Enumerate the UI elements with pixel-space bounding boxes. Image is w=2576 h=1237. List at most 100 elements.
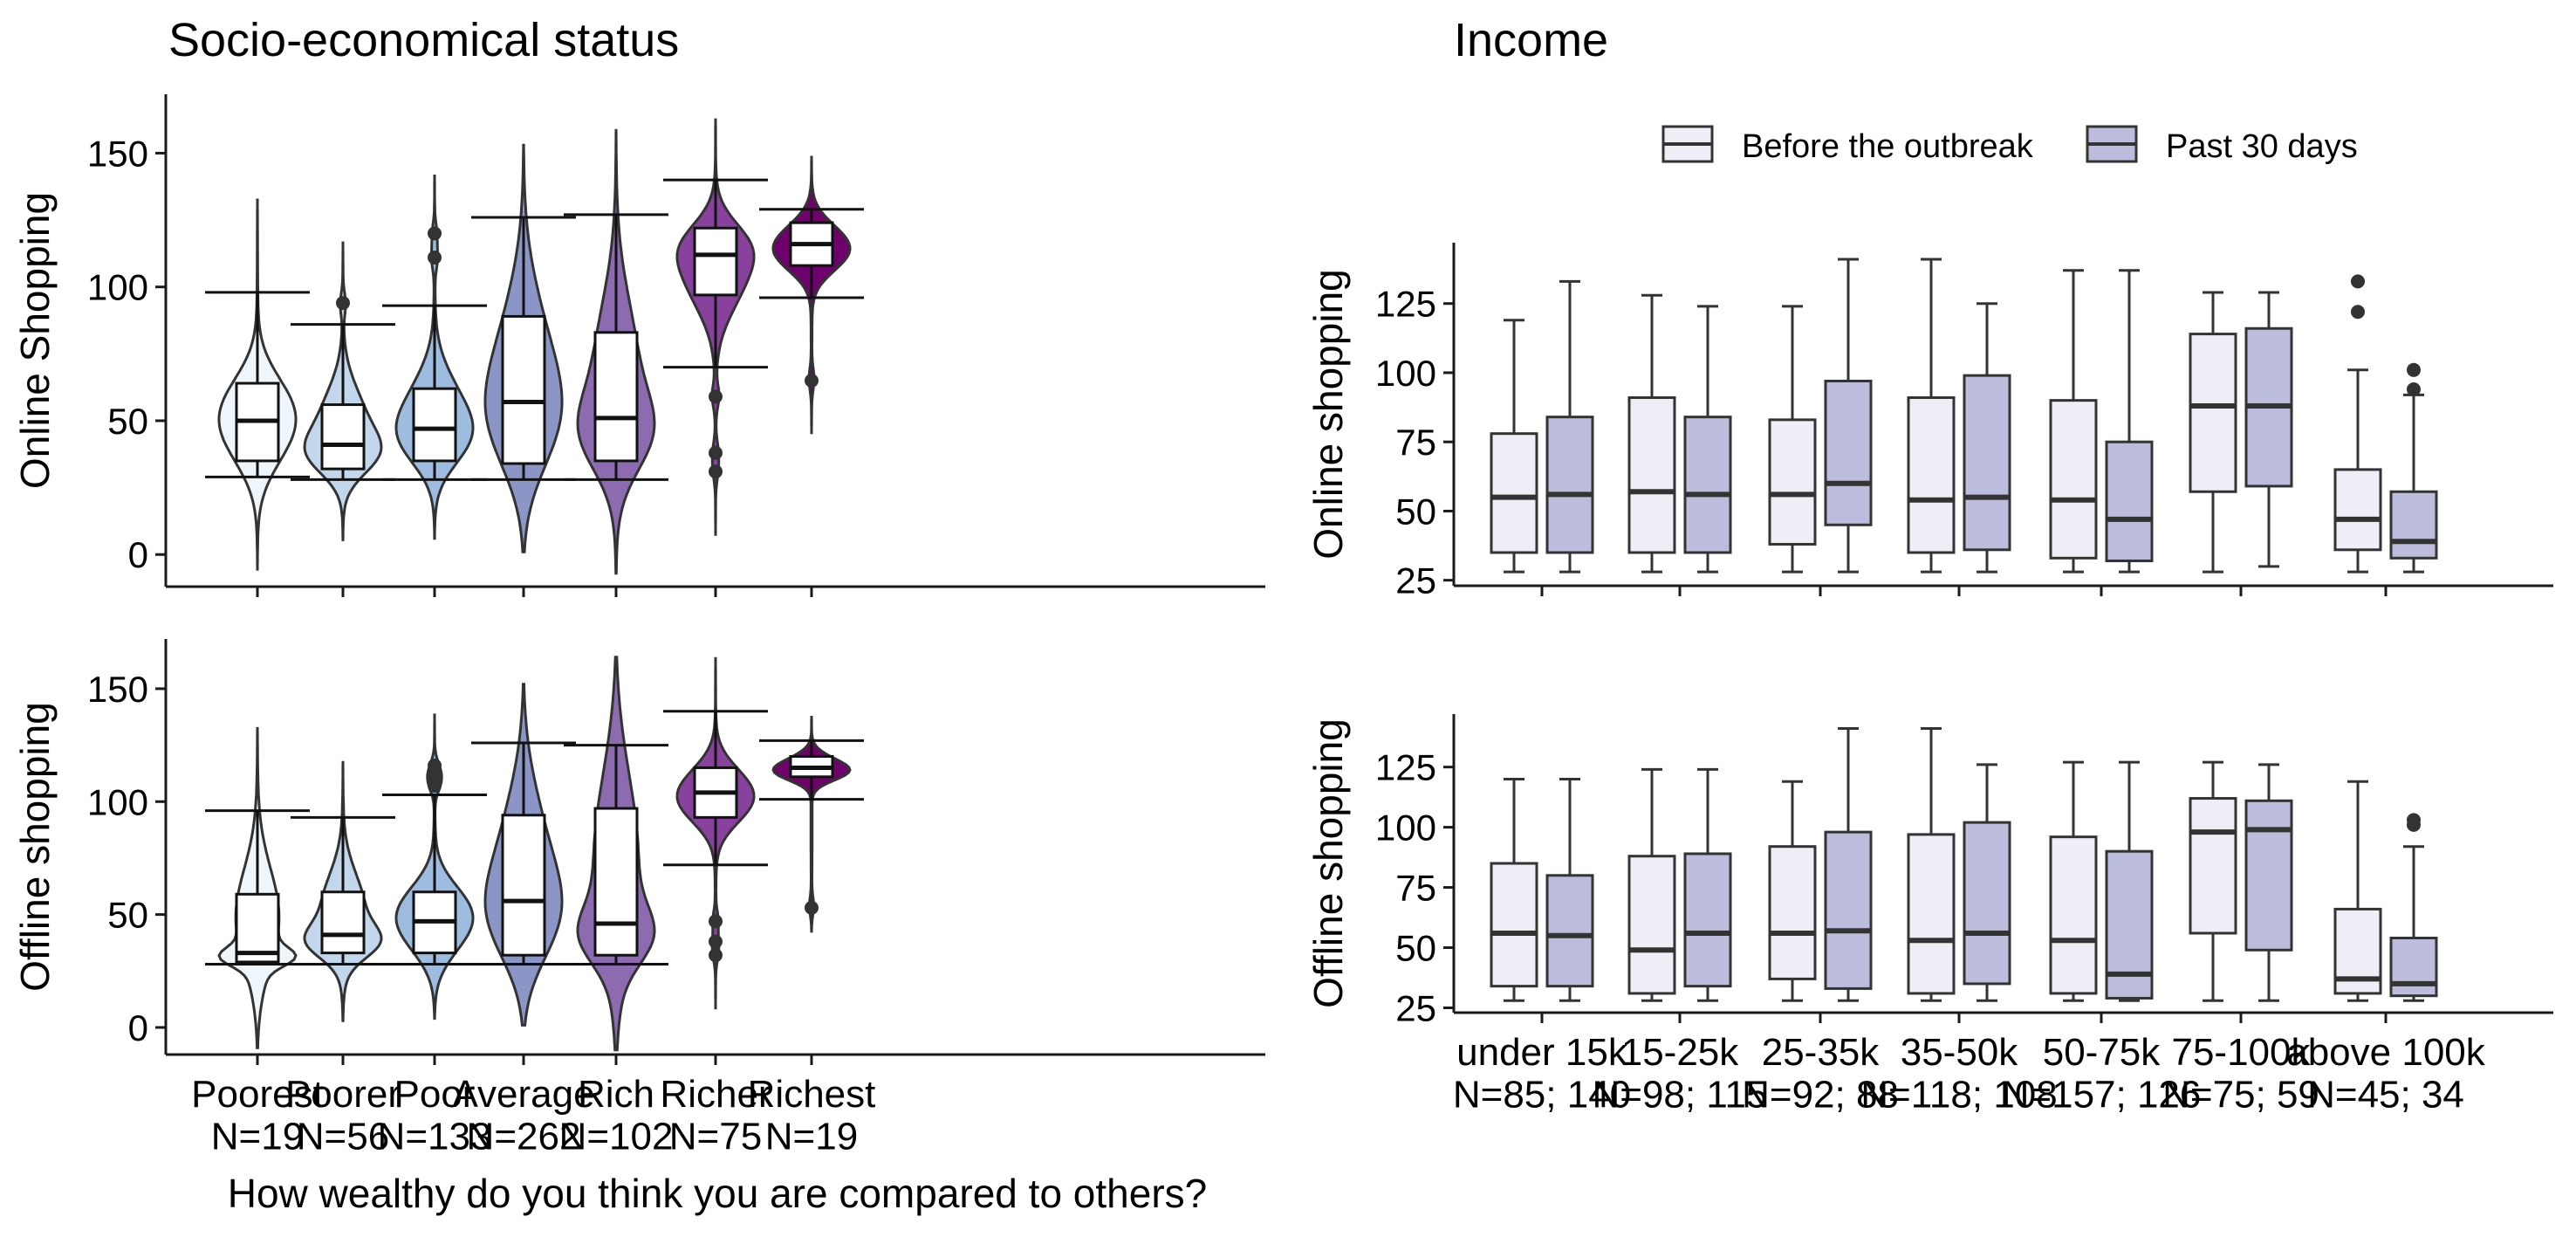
- box: [2333, 468, 2382, 552]
- box-group: [2049, 269, 2098, 574]
- box-group: [1824, 727, 1873, 1002]
- box-group: [1490, 319, 1538, 574]
- y-tick-label: 25: [1395, 560, 1436, 601]
- box: [1545, 874, 1594, 988]
- box: [2389, 937, 2438, 998]
- outlier-point: [709, 445, 723, 460]
- outlier-point: [428, 250, 442, 265]
- chart-offline-by-income: 25 50 75 100 125 Offline shopping under 15k N=8…: [1305, 714, 2553, 1116]
- y-tick-label: 50: [1395, 928, 1436, 969]
- x-category-label: Poorest N=19: [191, 1073, 324, 1158]
- violin-group: [205, 726, 310, 1049]
- box-group: [1683, 305, 1732, 574]
- outlier-point: [2351, 274, 2365, 289]
- y-tick-label: 125: [1375, 747, 1436, 788]
- y-tick-label: 100: [1375, 353, 1436, 394]
- x-category-label: above 100k N=45; 34: [2286, 1031, 2486, 1116]
- box: [1627, 855, 1676, 995]
- outlier-point: [2407, 813, 2421, 828]
- box: [1907, 833, 1956, 995]
- box: [1824, 830, 1873, 990]
- iqr-box: [412, 387, 457, 463]
- box-group: [2105, 760, 2154, 1002]
- iqr-box: [501, 314, 546, 465]
- violin-group: [205, 198, 310, 571]
- outlier-point: [428, 226, 442, 241]
- outlier-point: [2407, 381, 2421, 396]
- y-axis-label: Online shopping: [1305, 269, 1351, 559]
- x-category-label: Average N=262: [452, 1073, 594, 1158]
- violin-group: [759, 155, 864, 435]
- box: [1768, 845, 1817, 980]
- box-group: [2389, 813, 2438, 1002]
- violin-group: [291, 760, 395, 1022]
- panel-title-socioeconomic: Socio-economical status: [168, 14, 679, 66]
- iqr-box: [320, 403, 366, 471]
- y-tick-label: 125: [1375, 284, 1436, 325]
- iqr-box: [320, 890, 366, 955]
- iqr-box: [593, 331, 639, 463]
- chart-online-by-wealth: 0 50 100 150 Online Shopping: [12, 94, 1265, 597]
- x-category-label: Poorer N=56: [285, 1073, 401, 1158]
- box-group: [1545, 777, 1594, 1002]
- y-tick-label: 50: [107, 895, 148, 936]
- outlier-point: [428, 758, 442, 773]
- y-axis-label: Online Shopping: [12, 192, 58, 489]
- box-group: [1907, 727, 1956, 1002]
- box-group: [2244, 291, 2293, 568]
- box-group: [2389, 362, 2438, 574]
- violin-group: [471, 683, 576, 1027]
- x-category-label: 15-25k N=98; 115: [1592, 1031, 1767, 1116]
- violin-group: [663, 656, 768, 1010]
- outlier-point: [2407, 362, 2421, 377]
- violin-group: [759, 716, 864, 933]
- outlier-point: [2351, 305, 2365, 320]
- box-group: [1768, 305, 1817, 574]
- legend: Before the outbreak Past 30 days: [1661, 125, 2358, 165]
- box: [2049, 399, 2098, 560]
- y-tick-label: 100: [87, 267, 148, 308]
- box-group: [2244, 763, 2293, 1002]
- series-past-30-days: [1545, 258, 2438, 574]
- box: [1545, 416, 1594, 554]
- series-before-outbreak: [1490, 727, 2382, 1002]
- iqr-box: [235, 892, 280, 964]
- violin-group: [564, 128, 668, 575]
- axes: 25 50 75 100 125 Offline shopping under 15k N=8…: [1305, 714, 2553, 1116]
- x-category-label: 35-50k N=118; 108: [1860, 1031, 2057, 1116]
- y-tick-label: 25: [1395, 987, 1436, 1028]
- x-category-label: Richest N=19: [748, 1073, 876, 1158]
- box-group: [1768, 780, 1817, 1002]
- box: [1824, 379, 1873, 526]
- outlier-point: [709, 389, 723, 404]
- box: [2389, 490, 2438, 560]
- series-past-30-days: [1545, 727, 2438, 1002]
- violin-group: [291, 241, 395, 541]
- outlier-point: [805, 900, 819, 915]
- x-category-label: under 15k N=85; 140: [1453, 1031, 1631, 1116]
- y-tick-label: 100: [87, 781, 148, 822]
- x-category-label: 25-35k N=92; 88: [1742, 1031, 1899, 1116]
- x-category-label: 75-100k N=75; 59: [2162, 1031, 2319, 1116]
- box: [1963, 821, 2011, 986]
- violin-group: [471, 143, 576, 553]
- y-tick-label: 0: [128, 534, 148, 575]
- y-axis-label: Offline shopping: [1305, 718, 1351, 1008]
- box-group: [1824, 258, 1873, 574]
- outlier-point: [709, 914, 723, 929]
- axes: 0 50 100 150 Online Shopping: [12, 94, 1265, 597]
- box-group: [2189, 291, 2237, 574]
- x-category-label: Richer N=75: [660, 1073, 771, 1158]
- box: [1490, 432, 1538, 554]
- panel-title-income: Income: [1454, 14, 1608, 66]
- box-group: [1545, 279, 1594, 574]
- outlier-point: [709, 464, 723, 479]
- x-axis-label-wealth: How wealthy do you think you are compare…: [228, 1171, 1208, 1216]
- y-tick-label: 75: [1395, 422, 1436, 463]
- y-tick-label: 150: [87, 669, 148, 710]
- box: [2189, 333, 2237, 493]
- box-group: [1490, 777, 1538, 1002]
- outlier-point: [805, 373, 819, 388]
